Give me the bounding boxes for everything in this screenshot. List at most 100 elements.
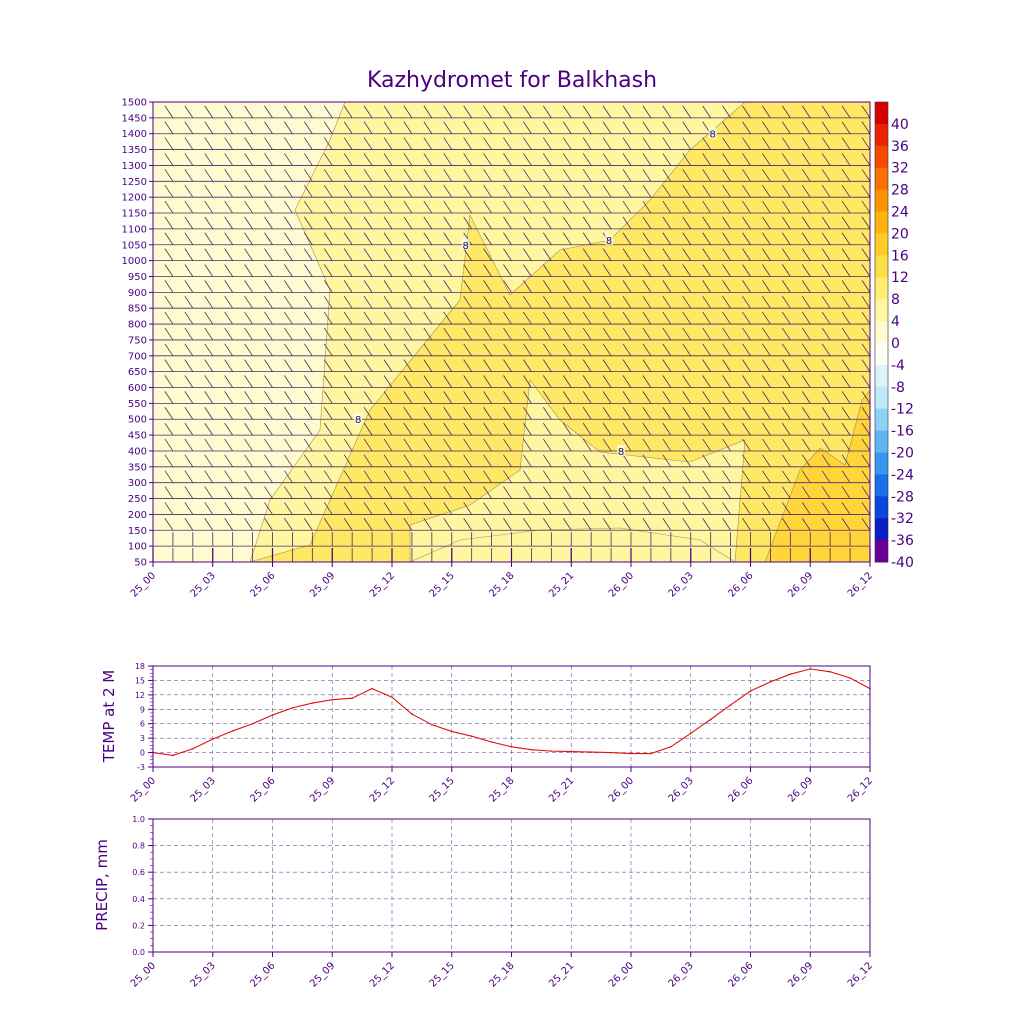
wind-barb	[443, 454, 453, 468]
wind-barb	[801, 375, 811, 388]
wind-barb	[423, 327, 433, 341]
wind-barb	[861, 470, 870, 483]
wind-barb	[642, 407, 652, 420]
wind-barb	[861, 518, 870, 531]
wind-barb	[762, 280, 771, 293]
wind-barb	[682, 264, 692, 277]
temp-point	[849, 677, 851, 679]
y-tick-label: 0	[140, 749, 145, 758]
wind-barb	[682, 105, 692, 119]
wind-barb	[722, 169, 731, 182]
wind-barb	[821, 343, 831, 357]
wind-barb	[343, 121, 353, 134]
y-tick-label: 50	[134, 558, 147, 569]
wind-barb	[483, 422, 492, 436]
wind-barb	[503, 391, 512, 404]
wind-barb	[463, 200, 472, 214]
temp-point	[351, 697, 353, 700]
wind-barb	[742, 375, 751, 388]
wind-barb	[582, 248, 592, 261]
wind-barb	[463, 359, 472, 372]
wind-barb	[622, 407, 632, 420]
wind-barb	[164, 280, 174, 293]
wind-barb	[343, 264, 353, 277]
wind-barb	[622, 153, 632, 166]
wind-barb	[244, 216, 253, 230]
colorbar-swatch	[875, 342, 888, 366]
wind-barb	[164, 137, 174, 150]
wind-barb	[702, 359, 711, 372]
wind-barb	[582, 359, 592, 372]
wind-barb	[463, 105, 472, 119]
wind-barb	[702, 454, 711, 468]
wind-barb	[662, 375, 672, 388]
wind-barb	[722, 454, 731, 468]
wind-barb	[503, 359, 512, 372]
colorbar-swatch	[875, 233, 888, 256]
wind-barb	[742, 343, 751, 357]
wind-barb	[184, 343, 194, 357]
wind-barb	[383, 327, 393, 341]
wind-barb	[304, 486, 313, 499]
wind-barb	[323, 295, 333, 309]
wind-barb	[742, 169, 751, 182]
wind-barb	[861, 327, 870, 341]
wind-barb	[483, 470, 492, 483]
wind-barb	[403, 248, 413, 261]
wind-barb	[782, 232, 791, 245]
wind-barb	[403, 200, 413, 214]
wind-barb	[363, 121, 373, 134]
wind-barb	[642, 280, 652, 293]
wind-barb	[562, 264, 572, 277]
wind-barb	[383, 375, 393, 388]
x-tick-label: 26_03	[667, 960, 696, 989]
x-tick-label: 25_09	[308, 775, 337, 804]
wind-barb	[861, 359, 870, 372]
colorbar-label: -24	[891, 467, 914, 483]
x-tick-label: 25_15	[428, 775, 457, 804]
wind-barb	[423, 454, 433, 468]
wind-barb	[523, 454, 532, 468]
wind-barb	[722, 200, 731, 214]
wind-barb	[662, 454, 672, 468]
wind-barb	[690, 102, 691, 103]
wind-barb	[343, 216, 353, 230]
wind-barb	[602, 280, 612, 293]
wind-barb	[722, 216, 731, 230]
wind-barb	[423, 470, 433, 483]
wind-barb	[702, 311, 711, 325]
wind-barb	[204, 422, 214, 436]
wind-barb	[503, 137, 512, 150]
colorbar-swatch	[875, 452, 888, 475]
wind-barb	[483, 359, 492, 372]
wind-barb	[543, 216, 552, 230]
wind-barb	[642, 470, 652, 483]
y-tick-label: 350	[128, 462, 147, 473]
wind-barb	[841, 200, 851, 214]
wind-barb	[622, 422, 632, 436]
wind-barb	[323, 105, 333, 119]
wind-barb	[801, 169, 811, 182]
wind-barb	[742, 502, 751, 515]
colorbar-label: -40	[891, 555, 914, 571]
wind-barb	[861, 407, 870, 420]
wind-barb	[762, 248, 771, 261]
wind-barb	[722, 137, 731, 150]
wind-barb	[742, 359, 751, 372]
wind-barb	[323, 137, 333, 150]
temp-point	[650, 752, 652, 755]
colorbar-label: -8	[891, 380, 905, 396]
wind-barb	[642, 343, 652, 357]
wind-barb	[463, 502, 472, 515]
wind-barb	[403, 153, 413, 166]
wind-barb	[304, 343, 313, 357]
temp-point	[670, 746, 672, 748]
wind-barb	[801, 359, 811, 372]
colorbar-label: -28	[891, 489, 914, 505]
wind-barb	[762, 311, 771, 325]
wind-barb	[264, 422, 273, 436]
wind-barb	[343, 232, 353, 245]
wind-barb	[642, 327, 652, 341]
wind-barb	[782, 153, 791, 166]
contour-labels: 8 8 8 8 8	[354, 127, 717, 458]
